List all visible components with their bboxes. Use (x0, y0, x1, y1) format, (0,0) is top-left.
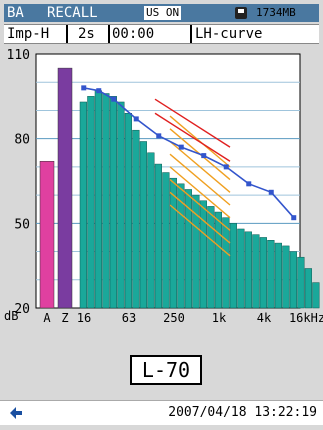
curve-marker (133, 116, 139, 122)
time-label: 00:00 (108, 25, 154, 43)
curve-marker (81, 85, 87, 91)
connection-icon (10, 407, 22, 419)
x-tick-label: 1k (212, 311, 227, 325)
curve-marker (96, 88, 102, 94)
curve-marker (156, 133, 162, 139)
reference-curve (169, 140, 231, 193)
reference-curve (169, 153, 231, 206)
header-bar: BA RECALL US ON 1734MB (4, 4, 319, 22)
x-tick-label: 16kHz (289, 311, 323, 325)
band-bar (79, 101, 87, 309)
band-bar (267, 240, 275, 309)
curve-marker (246, 181, 252, 187)
y-tick-label: 20 (14, 302, 30, 317)
band-bar (162, 172, 170, 309)
reference-curve-red (154, 98, 231, 148)
x-tick-label: A (43, 311, 51, 325)
band-bar (139, 141, 147, 309)
band-bar (109, 96, 117, 309)
band-bar (154, 163, 162, 309)
band-bar (289, 251, 297, 309)
spectrum-chart: 110 80 50 20 dB A Z 16 63 250 1k 4k 16kHz (0, 44, 323, 340)
us-indicator: US ON (144, 6, 182, 20)
band-bar (282, 245, 290, 309)
reference-curve (169, 191, 231, 244)
band-bar (207, 206, 215, 309)
reference-curve (169, 204, 231, 257)
curve-marker (268, 189, 274, 195)
curve-marker (223, 164, 229, 170)
overall-bar-z (57, 67, 73, 309)
reference-curve (169, 166, 231, 219)
curve-marker (178, 144, 184, 150)
curve-marker (291, 215, 297, 221)
band-bar (147, 152, 155, 309)
x-tick-label: 4k (257, 311, 272, 325)
band-bar (177, 183, 185, 309)
band-bar (274, 242, 282, 309)
screen-title: RECALL (47, 5, 98, 21)
mode-label: BA (7, 5, 24, 21)
band-bar (102, 93, 110, 309)
band-bar (229, 223, 237, 309)
memory-remaining: 1734MB (256, 6, 296, 19)
y-unit-label: dB (4, 309, 18, 323)
band-bar (244, 231, 252, 309)
reference-curve (169, 179, 231, 231)
memory-card-icon (235, 7, 247, 19)
band-bar (237, 228, 245, 309)
band-bar (87, 96, 95, 309)
y-tick-label: 110 (7, 48, 30, 63)
band-bar (124, 113, 132, 309)
status-bar: 2007/04/18 13:22:19 (0, 400, 323, 425)
interval-label: 2s (66, 25, 95, 43)
band-bar (312, 282, 320, 309)
curve-value-box: L-70 (130, 355, 202, 385)
display-mode-label: LH-curve (190, 25, 262, 43)
reference-curve-red (154, 112, 231, 162)
band-bar (94, 90, 102, 309)
band-bar (222, 217, 230, 309)
band-bar (214, 211, 222, 309)
weighting-label: Imp-H (7, 26, 50, 42)
x-tick-label: 250 (163, 311, 185, 325)
band-bar (304, 268, 312, 309)
x-tick-label: Z (61, 311, 68, 325)
band-bar (184, 189, 192, 309)
band-bar (117, 101, 125, 309)
y-tick-label: 50 (14, 217, 30, 232)
band-bar (192, 194, 200, 309)
x-tick-label: 16 (77, 311, 91, 325)
band-bar (199, 200, 207, 309)
band-bar (132, 129, 140, 309)
overall-bar-a (39, 160, 55, 309)
curve-marker (111, 96, 117, 102)
x-tick-label: 63 (122, 311, 136, 325)
y-tick-label: 80 (14, 133, 30, 148)
band-bar (252, 234, 260, 309)
band-bar (259, 237, 267, 309)
band-bar (169, 177, 177, 309)
timestamp: 2007/04/18 13:22:19 (168, 405, 317, 420)
curve-marker (201, 153, 207, 159)
band-bar (297, 256, 305, 309)
info-bar: Imp-H 2s 00:00 LH-curve (4, 24, 319, 44)
